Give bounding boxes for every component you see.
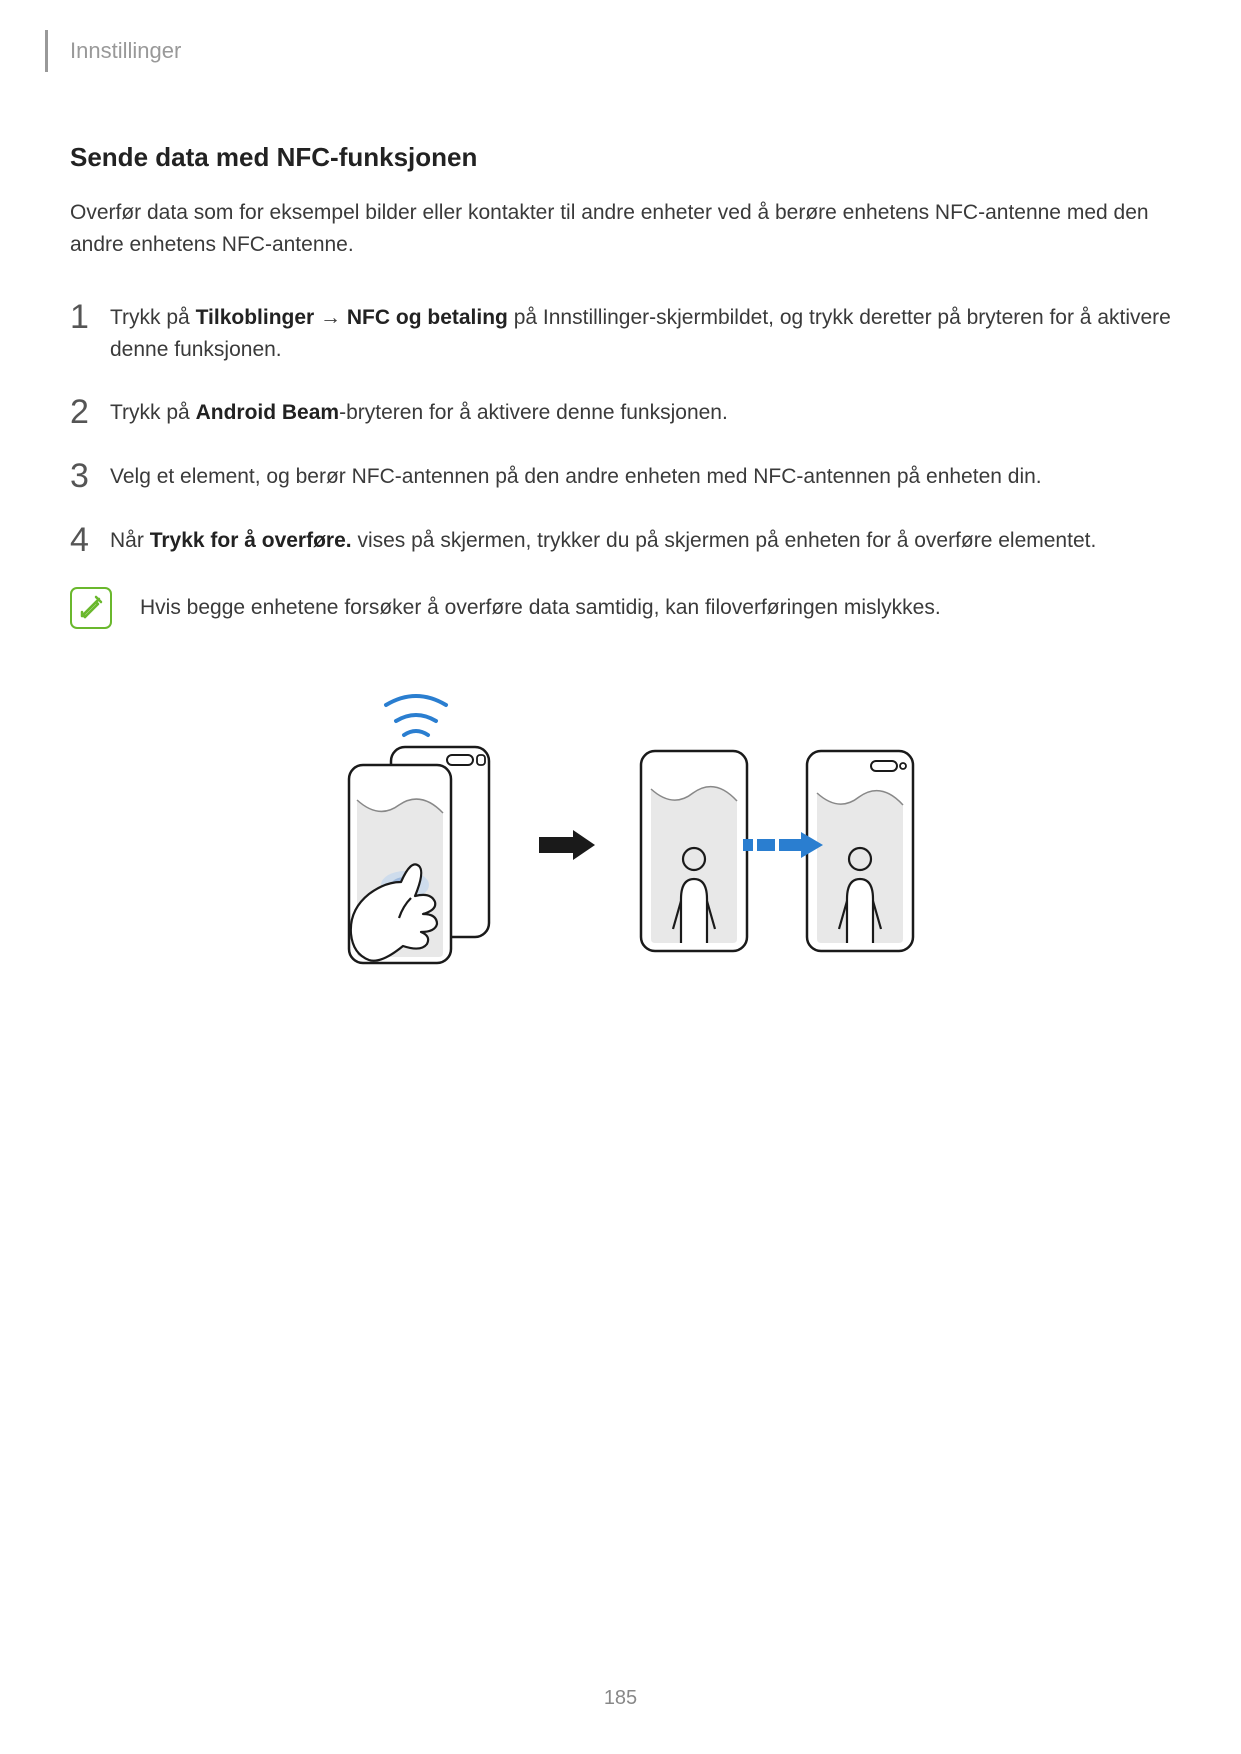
text: -bryteren for å aktivere denne funksjone…: [339, 401, 728, 424]
bold-text: Tilkoblinger: [196, 306, 315, 329]
step-body: Trykk på Tilkoblinger → NFC og betaling …: [110, 300, 1171, 365]
step-body: Trykk på Android Beam-bryteren for å akt…: [110, 395, 728, 429]
step-3: 3 Velg et element, og berør NFC-antennen…: [70, 459, 1171, 493]
step-1: 1 Trykk på Tilkoblinger → NFC og betalin…: [70, 300, 1171, 365]
step-body: Velg et element, og berør NFC-antennen p…: [110, 459, 1042, 493]
step-body: Når Trykk for å overføre. vises på skjer…: [110, 523, 1096, 557]
bold-text: NFC og betaling: [347, 306, 508, 329]
step-number: 3: [70, 459, 110, 493]
note-text: Hvis begge enhetene forsøker å overføre …: [140, 596, 941, 620]
nfc-diagram: [70, 669, 1171, 969]
intro-paragraph: Overfør data som for eksempel bilder ell…: [70, 197, 1171, 260]
text: Trykk på: [110, 306, 196, 329]
header-bar: Innstillinger: [45, 30, 1171, 72]
text: Når: [110, 529, 150, 552]
text: vises på skjermen, trykker du på skjerme…: [352, 529, 1097, 552]
step-number: 4: [70, 523, 110, 557]
step-list: 1 Trykk på Tilkoblinger → NFC og betalin…: [70, 300, 1171, 557]
bold-text: Android Beam: [196, 401, 340, 424]
note-icon: [70, 587, 112, 629]
text: Trykk på: [110, 401, 196, 424]
page-number: 185: [0, 1687, 1241, 1710]
note-callout: Hvis begge enhetene forsøker å overføre …: [70, 587, 1171, 629]
arrow-text: →: [314, 306, 347, 329]
bold-text: Trykk for å overføre.: [150, 529, 352, 552]
step-number: 2: [70, 395, 110, 429]
header-text: Innstillinger: [70, 38, 181, 64]
step-4: 4 Når Trykk for å overføre. vises på skj…: [70, 523, 1171, 557]
section-title: Sende data med NFC-funksjonen: [70, 142, 1171, 173]
step-2: 2 Trykk på Android Beam-bryteren for å a…: [70, 395, 1171, 429]
step-number: 1: [70, 300, 110, 334]
